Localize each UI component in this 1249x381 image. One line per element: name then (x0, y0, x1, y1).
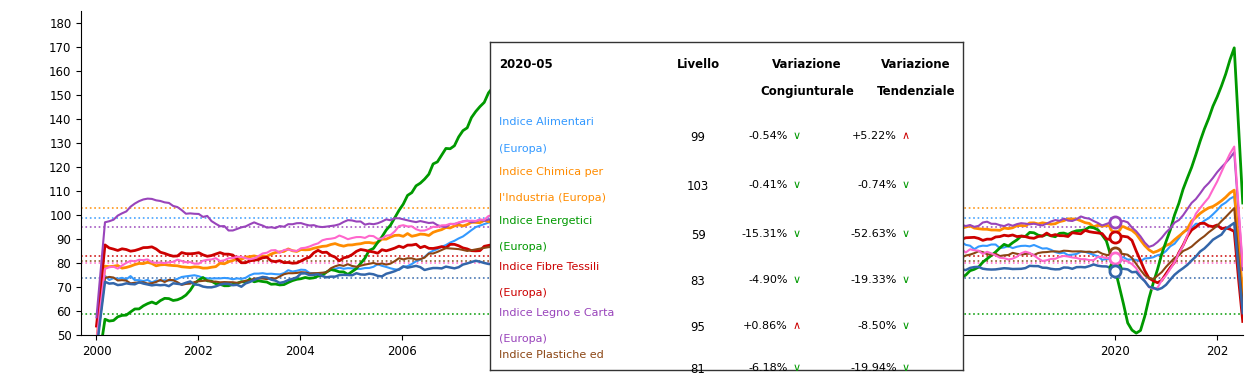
Text: (Europa): (Europa) (500, 242, 547, 252)
Text: Congiunturale: Congiunturale (759, 85, 854, 98)
Text: ∨: ∨ (902, 363, 909, 373)
Text: ∨: ∨ (902, 321, 909, 331)
Text: (Europa): (Europa) (500, 144, 547, 154)
Text: -52.63%: -52.63% (851, 229, 897, 239)
Text: -19.94%: -19.94% (851, 363, 897, 373)
Text: Indice Legno e Carta: Indice Legno e Carta (500, 308, 615, 318)
Text: ∨: ∨ (793, 180, 801, 190)
Text: -4.90%: -4.90% (748, 275, 788, 285)
Text: ∨: ∨ (793, 229, 801, 239)
Text: ∨: ∨ (793, 131, 801, 141)
Text: +5.22%: +5.22% (852, 131, 897, 141)
Text: ∨: ∨ (793, 275, 801, 285)
Text: 83: 83 (691, 275, 706, 288)
Text: ∨: ∨ (902, 229, 909, 239)
Text: Livello: Livello (677, 58, 719, 71)
Text: -19.33%: -19.33% (851, 275, 897, 285)
Text: 81: 81 (691, 363, 706, 376)
Text: -6.18%: -6.18% (748, 363, 788, 373)
Text: l'Industria (Europa): l'Industria (Europa) (500, 193, 607, 203)
Text: -0.41%: -0.41% (748, 180, 788, 190)
Text: Variazione: Variazione (772, 58, 842, 71)
Text: +0.86%: +0.86% (743, 321, 788, 331)
Text: Indice Chimica per: Indice Chimica per (500, 166, 603, 177)
Text: ∨: ∨ (902, 275, 909, 285)
Text: Tendenziale: Tendenziale (877, 85, 955, 98)
Text: 103: 103 (687, 180, 709, 193)
Text: (Europa): (Europa) (500, 334, 547, 344)
Text: -0.54%: -0.54% (748, 131, 788, 141)
Text: 95: 95 (691, 321, 706, 334)
Text: (Europa): (Europa) (500, 288, 547, 298)
Text: Indice Fibre Tessili: Indice Fibre Tessili (500, 262, 600, 272)
Text: 2020-05: 2020-05 (500, 58, 553, 71)
Text: Variazione: Variazione (881, 58, 950, 71)
Text: ∨: ∨ (793, 363, 801, 373)
Text: Indice Alimentari: Indice Alimentari (500, 117, 595, 127)
Text: ∧: ∧ (793, 321, 801, 331)
Text: 59: 59 (691, 229, 706, 242)
Text: ∨: ∨ (902, 180, 909, 190)
Text: 99: 99 (691, 131, 706, 144)
Text: Indice Plastiche ed: Indice Plastiche ed (500, 350, 605, 360)
Text: -8.50%: -8.50% (857, 321, 897, 331)
Text: -15.31%: -15.31% (742, 229, 788, 239)
Text: ∧: ∧ (902, 131, 909, 141)
Text: Indice Energetici: Indice Energetici (500, 216, 593, 226)
Text: -0.74%: -0.74% (857, 180, 897, 190)
